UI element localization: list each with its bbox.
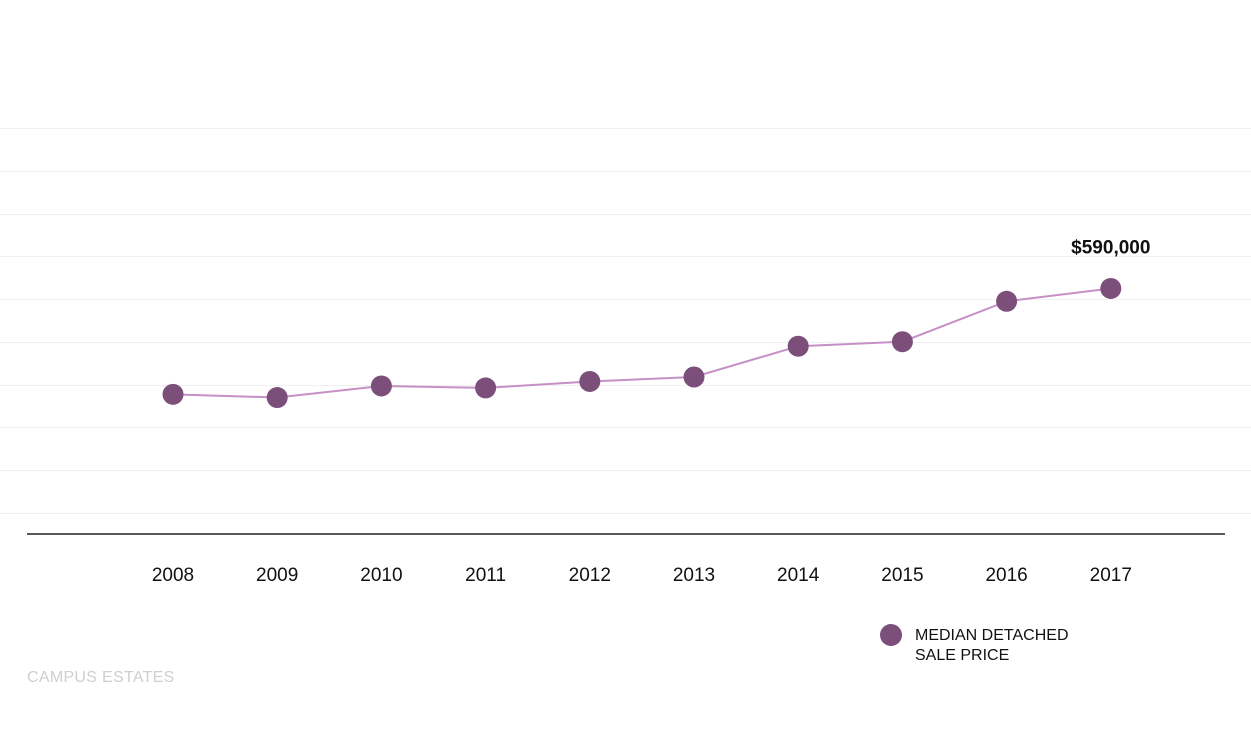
data-point-2014 bbox=[787, 335, 809, 357]
x-tick-label-2017: 2017 bbox=[1090, 565, 1132, 586]
legend-label-line-1: MEDIAN DETACHED bbox=[915, 627, 1069, 644]
x-tick-label-2014: 2014 bbox=[777, 565, 820, 586]
brand-watermark: CAMPUS ESTATES bbox=[27, 669, 175, 686]
x-tick-labels: 2008 2009 2010 2011 2012 2013 2014 2015 2016 2017 bbox=[152, 565, 1132, 586]
x-tick-label-2013: 2013 bbox=[673, 565, 715, 586]
x-tick-label-2009: 2009 bbox=[256, 565, 298, 586]
x-tick-label-2012: 2012 bbox=[569, 565, 611, 586]
x-tick-label-2016: 2016 bbox=[985, 565, 1027, 586]
data-point-2009 bbox=[266, 387, 288, 409]
data-points bbox=[162, 277, 1122, 409]
data-point-2012 bbox=[579, 370, 601, 392]
data-annotations: $590,000 bbox=[1071, 237, 1150, 258]
x-tick-label-2008: 2008 bbox=[152, 565, 194, 586]
series-line-median-detached-sale-price bbox=[172, 287, 1111, 399]
data-point-2017 bbox=[1100, 277, 1122, 299]
legend-label: MEDIAN DETACHED SALE PRICE bbox=[915, 626, 1095, 666]
data-label-2017: $590,000 bbox=[1071, 237, 1150, 258]
data-point-2013 bbox=[683, 366, 705, 388]
x-tick-label-2010: 2010 bbox=[360, 565, 402, 586]
x-tick-label-2015: 2015 bbox=[881, 565, 923, 586]
legend: MEDIAN DETACHED SALE PRICE bbox=[880, 624, 1095, 666]
data-point-2010 bbox=[370, 375, 392, 397]
data-point-2011 bbox=[475, 377, 497, 399]
legend-marker-icon bbox=[880, 624, 902, 646]
data-point-2008 bbox=[162, 383, 184, 405]
data-point-2016 bbox=[996, 290, 1018, 312]
data-point-2015 bbox=[891, 331, 913, 353]
legend-label-line-2: SALE PRICE bbox=[915, 647, 1010, 664]
gridlines bbox=[0, 128, 1251, 514]
x-tick-label-2011: 2011 bbox=[465, 565, 506, 586]
